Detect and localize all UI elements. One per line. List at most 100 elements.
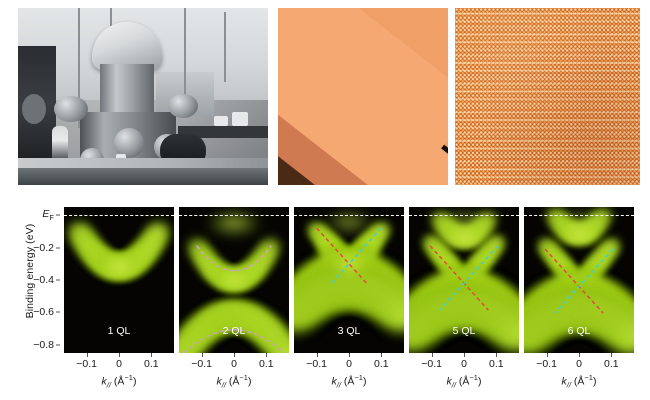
x-tick-mark (266, 353, 268, 357)
vacuum-flange (168, 94, 198, 118)
fermi-level-line (294, 215, 404, 217)
x-tick-label: 0 (461, 358, 467, 370)
arpes-panel-5-ql: 5 QL −0.1 0 0.1 k// (Å−1) (409, 207, 519, 390)
arpes-intensity-blob (146, 219, 173, 242)
x-tick-label: 0 (231, 358, 237, 370)
researcher (52, 126, 68, 162)
panel-thickness-label: 1 QL (107, 325, 131, 337)
arpes-panel-6-ql: 6 QL −0.1 0 0.1 k// (Å−1) (524, 207, 634, 390)
arpes-intensity-blob (556, 212, 602, 231)
arpes-panel-3-ql: 3 QL −0.1 0 0.1 k// (Å−1) (294, 207, 404, 390)
x-axis: −0.1 0 0.1 k// (Å−1) (179, 353, 289, 393)
x-tick-mark (86, 353, 88, 357)
panel-thickness-label: 3 QL (337, 325, 361, 337)
support-rod (110, 8, 112, 26)
arpes-intensity-blob (500, 318, 519, 353)
arpes-intensity-blob (441, 212, 487, 231)
y-tick-mark (56, 344, 60, 346)
x-tick-mark (464, 353, 465, 357)
arpes-intensity-blob (488, 233, 508, 250)
y-tick-label: −0.6 (33, 306, 54, 319)
x-tick-label: 0.1 (489, 358, 504, 370)
door-window (22, 94, 46, 124)
x-axis-title: k// (Å−1) (561, 373, 597, 390)
y-tick-label: EF (42, 208, 54, 223)
lab-door (18, 46, 56, 164)
mbe-arpes-apparatus-photo (18, 8, 268, 185)
arpes-intensity-blob (99, 257, 139, 278)
fermi-level-line (409, 215, 519, 217)
panel-thickness-label: 2 QL (222, 325, 246, 337)
x-tick-label: −0.1 (421, 358, 443, 370)
x-axis-title: k// (Å−1) (446, 373, 482, 390)
y-tick-label: −0.8 (33, 338, 54, 351)
y-tick-mark (56, 247, 60, 249)
x-tick-label: 0 (346, 358, 352, 370)
x-tick-mark (579, 353, 580, 357)
x-tick-mark (119, 353, 120, 357)
y-tick-mark (56, 214, 60, 216)
arpes-band-map: 3 QL (294, 207, 404, 353)
arpes-intensity-blob (615, 321, 634, 353)
arpes-band-map: 6 QL (524, 207, 634, 353)
x-tick-label: −0.1 (191, 358, 213, 370)
x-axis: −0.1 0 0.1 k// (Å−1) (524, 353, 634, 393)
y-tick-mark (56, 311, 60, 313)
support-rod (224, 12, 226, 82)
arpes-intensity-blob (217, 271, 251, 289)
foil-wrapped-chamber-dome (92, 22, 162, 70)
bench-equipment (214, 116, 228, 126)
bench-equipment (232, 112, 248, 126)
lab-bench (178, 126, 268, 138)
panel-thickness-label: 5 QL (452, 325, 476, 337)
arpes-intensity-blob (385, 299, 404, 334)
y-axis-ticks: EF −0.2 −0.4 −0.6 −0.8 (22, 207, 60, 353)
x-tick-mark (611, 353, 613, 357)
x-tick-label: 0 (116, 358, 122, 370)
arpes-intensity-blob (329, 255, 369, 272)
x-tick-mark (431, 353, 433, 357)
support-rod (78, 8, 80, 128)
x-tick-mark (316, 353, 318, 357)
x-tick-label: −0.1 (536, 358, 558, 370)
x-tick-mark (201, 353, 203, 357)
y-tick-label: −0.2 (33, 241, 54, 254)
vacuum-flange (114, 128, 144, 158)
x-tick-label: 0 (576, 358, 582, 370)
x-axis: −0.1 0 0.1 k// (Å−1) (294, 353, 404, 393)
arpes-panel-1-ql: 1 QL −0.1 0 0.1 k// (Å−1) (64, 207, 174, 390)
x-tick-label: 0.1 (604, 358, 619, 370)
lower-bench (18, 158, 268, 170)
arpes-intensity-blob (444, 229, 484, 246)
arpes-band-map: 1 QL (64, 207, 174, 353)
stm-atomic-resolution-image (455, 8, 640, 185)
x-axis: −0.1 0 0.1 k// (Å−1) (64, 353, 174, 393)
x-tick-mark (496, 353, 498, 357)
surface-shading (455, 8, 640, 185)
atomic-lattice-secondary (455, 8, 640, 185)
arpes-band-maps-figure: Binding energy (eV) EF −0.2 −0.4 −0.6 −0.8 1… (0, 190, 650, 400)
x-tick-mark (349, 353, 350, 357)
vacuum-flange (54, 96, 88, 122)
arpes-intensity-blob (362, 236, 384, 252)
fermi-level-line (64, 215, 174, 217)
fermi-level-line (524, 215, 634, 217)
stm-terrace-image (278, 8, 448, 185)
arpes-intensity-blob (559, 226, 599, 243)
x-axis-title: k// (Å−1) (216, 373, 252, 390)
x-tick-mark (151, 353, 153, 357)
x-tick-label: −0.1 (76, 358, 98, 370)
y-tick-label: −0.4 (33, 274, 54, 286)
top-image-row (0, 0, 650, 190)
support-rod (184, 8, 186, 104)
arpes-band-map: 5 QL (409, 207, 519, 353)
lab-floor (18, 168, 268, 185)
arpes-band-map: 2 QL (179, 207, 289, 353)
x-tick-mark (546, 353, 548, 357)
x-tick-mark (234, 353, 235, 357)
x-tick-label: 0.1 (144, 358, 159, 370)
chamber-neck (100, 64, 154, 120)
x-axis: −0.1 0 0.1 k// (Å−1) (409, 353, 519, 393)
x-tick-label: 0.1 (374, 358, 389, 370)
fermi-level-line (179, 215, 289, 217)
